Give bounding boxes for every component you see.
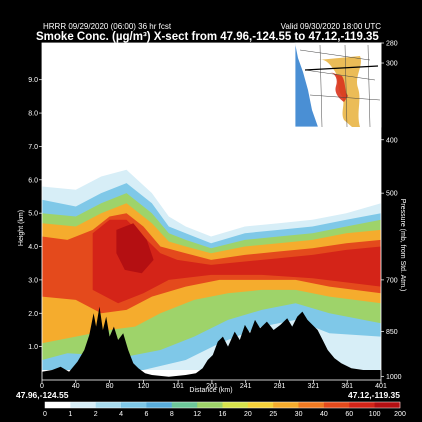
distance-tick-label: 241 (240, 383, 252, 390)
height-tick-label: 9.0 (28, 77, 38, 84)
colorbar-swatch (45, 402, 71, 408)
colorbar-label: 16 (219, 411, 227, 418)
colorbar-swatch (222, 402, 249, 408)
colorbar-label: 8 (170, 411, 174, 418)
colorbar-label: 0 (43, 411, 47, 418)
colorbar-frame (44, 401, 401, 409)
distance-axis: 0 40 80 120 161 201 241 281 321 361 401 (40, 380, 387, 390)
pressure-tick-label: 1000 (386, 374, 402, 381)
distance-axis-label: Distance (km) (189, 387, 232, 394)
colorbar-swatch (197, 402, 223, 408)
colorbar-label: 6 (144, 411, 148, 418)
colorbar-swatch (349, 402, 375, 408)
colorbar-label: 200 (394, 411, 406, 418)
pressure-tick-label: 280 (386, 41, 398, 48)
distance-tick-label: 201 (206, 383, 218, 390)
smoke-layer-100 (116, 223, 154, 274)
colorbar-label: 1 (68, 411, 72, 418)
colorbar-label: 12 (193, 411, 201, 418)
plot-frame (41, 42, 382, 381)
height-tick-label: 4.0 (28, 244, 38, 251)
colorbar-swatch (70, 402, 97, 408)
distance-tick-label: 80 (106, 383, 114, 390)
distance-tick-label: 0 (40, 383, 44, 390)
distance-tick-label: 281 (274, 383, 286, 390)
valid-time-label: Valid 09/30/2020 18:00 UTC (281, 22, 382, 31)
height-axis-label: Height (km) (18, 210, 25, 246)
inset-map-grid-lines (299, 44, 381, 128)
colorbar-swatch (121, 402, 147, 408)
colorbar-label: 100 (369, 411, 381, 418)
chart-title: Smoke Conc. (µg/m³) X-sect from 47.96,-1… (36, 31, 379, 43)
colorbar-label: 60 (345, 411, 353, 418)
height-tick-label: 6.0 (28, 177, 38, 184)
colorbar-swatch (171, 402, 198, 408)
colorbar-label: 2 (94, 411, 98, 418)
inset-map-smoke (318, 56, 361, 127)
colorbar-swatch (298, 402, 325, 408)
start-point-label: 47.96,-124.55 (16, 390, 69, 400)
distance-tick-label: 401 (375, 383, 387, 390)
end-point-label: 47.12,-119.35 (348, 390, 400, 400)
colorbar-label: 30 (295, 411, 303, 418)
colorbar-label: 20 (244, 411, 252, 418)
pressure-axis-label: Pressure (mb, from Std. Atm.) (399, 199, 406, 292)
height-tick-label: 3.0 (28, 277, 38, 284)
pressure-tick-label: 300 (386, 61, 398, 68)
distance-tick-label: 120 (138, 383, 150, 390)
pressure-tick-label: 850 (386, 329, 398, 336)
distance-tick-label: 40 (72, 383, 80, 390)
height-tick-label: 8.0 (28, 111, 38, 118)
colorbar-swatch (146, 402, 173, 408)
pressure-tick-label: 700 (386, 277, 398, 284)
inset-map-section-line (304, 65, 379, 71)
inset-map-heavy-smoke (330, 72, 348, 102)
colorbar-swatch (247, 402, 274, 408)
distance-tick-label: 161 (172, 383, 184, 390)
colorbar-swatch (323, 402, 350, 408)
colorbar-swatch (374, 402, 401, 408)
colorbar-label: 4 (119, 411, 123, 418)
height-tick-label: 5.0 (28, 211, 38, 218)
smoke-concentration-field (42, 169, 381, 370)
distance-tick-label: 361 (341, 383, 353, 390)
pressure-axis: 280 300 400 500 700 850 1000 (381, 41, 402, 381)
height-tick-label: 1.0 (28, 344, 38, 351)
model-run-label: HRRR 09/29/2020 (06:00) 36 hr fcst (43, 22, 172, 31)
height-tick-label: 7.0 (28, 144, 38, 151)
colorbar-swatch (273, 402, 299, 408)
colorbar-label: 25 (269, 411, 277, 418)
colorbar: 0 1 2 4 6 8 12 16 20 25 30 40 60 100 200 (43, 401, 406, 418)
colorbar-swatch (95, 402, 122, 408)
pressure-tick-label: 500 (386, 191, 398, 198)
pressure-tick-label: 400 (386, 137, 398, 144)
inset-map (294, 42, 382, 128)
terrain-profile (42, 306, 381, 380)
distance-tick-label: 321 (308, 383, 320, 390)
height-tick-label: 2.0 (28, 311, 38, 318)
height-axis: 1.0 2.0 3.0 4.0 5.0 6.0 7.0 8.0 9.0 (28, 77, 42, 351)
colorbar-label: 40 (320, 411, 328, 418)
